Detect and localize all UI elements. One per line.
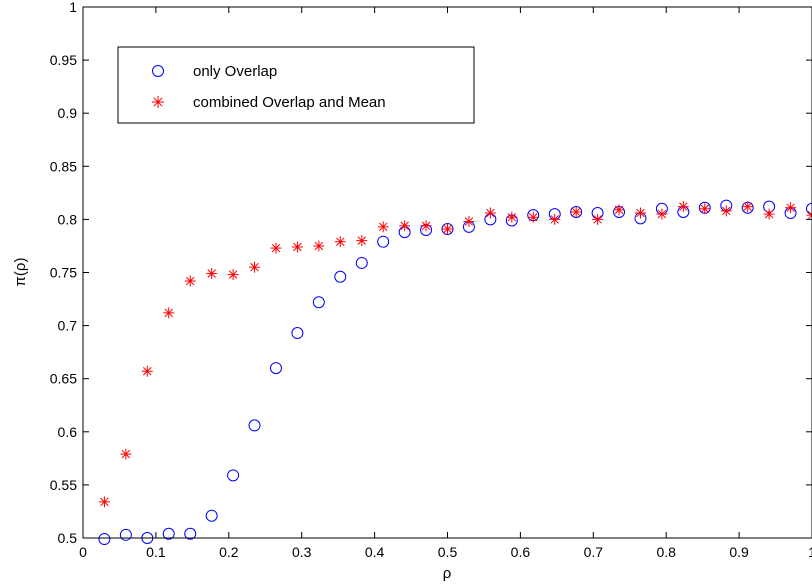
- data-point-asterisk: [677, 201, 689, 213]
- data-point-asterisk: [656, 208, 668, 220]
- series-0: [98, 199, 812, 546]
- data-point-asterisk: [785, 202, 797, 214]
- data-point-asterisk: [634, 207, 646, 219]
- data-point-asterisk: [613, 204, 625, 216]
- plot-area-frame: [82, 6, 812, 539]
- data-point-asterisk: [699, 203, 711, 215]
- data-point-circle: [119, 528, 132, 541]
- data-point-asterisk: [334, 236, 346, 248]
- data-point-circle: [98, 533, 111, 546]
- legend-asterisk-marker: [152, 96, 164, 108]
- data-point-asterisk: [227, 269, 239, 281]
- x-tick-label: 0.3: [292, 544, 312, 560]
- data-point-circle: [377, 235, 390, 248]
- data-point-asterisk: [206, 268, 218, 280]
- data-point-circle: [806, 202, 812, 215]
- x-tick-label: 0: [79, 544, 87, 560]
- y-tick-label: 0.8: [58, 211, 78, 227]
- data-point-circle: [269, 362, 282, 375]
- data-point-asterisk: [592, 213, 604, 225]
- data-point-asterisk: [484, 207, 496, 219]
- data-point-asterisk: [399, 220, 411, 232]
- y-tick-label: 1: [69, 0, 77, 15]
- data-point-circle: [162, 527, 175, 540]
- data-point-asterisk: [442, 223, 453, 235]
- data-point-asterisk: [270, 242, 282, 254]
- data-point-asterisk: [506, 211, 518, 223]
- x-tick-label: 0.7: [584, 544, 604, 560]
- legend-box: [117, 46, 475, 124]
- data-point-asterisk: [420, 220, 432, 232]
- x-tick-label: 0.6: [511, 544, 531, 560]
- series-1: [98, 201, 812, 508]
- y-tick-label: 0.55: [50, 477, 77, 493]
- x-tick-label: 0.4: [365, 544, 385, 560]
- x-tick-label: 0.2: [219, 544, 239, 560]
- data-point-asterisk: [806, 209, 812, 221]
- data-point-asterisk: [763, 208, 775, 220]
- data-point-circle: [312, 296, 325, 309]
- data-point-asterisk: [549, 213, 561, 225]
- data-point-asterisk: [720, 205, 732, 217]
- x-tick-label: 0.5: [438, 544, 458, 560]
- data-point-asterisk: [377, 221, 389, 233]
- x-tick-label: 0.1: [146, 544, 166, 560]
- y-tick-label: 0.6: [58, 424, 78, 440]
- y-tick-label: 0.9: [58, 105, 78, 121]
- data-point-asterisk: [527, 211, 539, 223]
- y-tick-label: 0.7: [58, 318, 78, 334]
- data-point-asterisk: [98, 496, 110, 508]
- data-point-circle: [227, 469, 240, 482]
- data-point-asterisk: [356, 235, 368, 247]
- data-point-asterisk: [463, 216, 475, 228]
- data-series-layer: [98, 199, 812, 546]
- data-point-asterisk: [570, 206, 582, 218]
- data-point-asterisk: [163, 307, 175, 319]
- legend-circle-marker: [152, 65, 164, 77]
- data-point-asterisk: [184, 275, 196, 287]
- data-point-circle: [248, 419, 261, 432]
- data-point-circle: [205, 509, 218, 522]
- legend-label-only-overlap: only Overlap: [193, 63, 277, 80]
- data-point-circle: [291, 327, 304, 340]
- data-point-circle: [355, 256, 368, 269]
- data-point-asterisk: [313, 240, 325, 252]
- data-point-circle: [184, 527, 197, 540]
- legend-label-combined: combined Overlap and Mean: [193, 94, 386, 111]
- data-point-asterisk: [291, 241, 303, 253]
- x-tick-label: 0.8: [656, 544, 676, 560]
- legend: only Overlap combined Overlap and Mean: [117, 46, 475, 124]
- y-axis-ticks: 0.5 0.55 0.6 0.65 0.7 0.75 0.8 0.85 0.9 0.95 1: [50, 0, 812, 546]
- y-tick-label: 0.95: [50, 52, 77, 68]
- x-axis-label: ρ: [443, 565, 452, 582]
- x-tick-label: 0.9: [729, 544, 749, 560]
- y-tick-label: 0.5: [58, 530, 78, 546]
- data-point-asterisk: [141, 365, 153, 377]
- y-tick-label: 0.85: [50, 158, 77, 174]
- data-point-asterisk: [249, 261, 261, 273]
- x-axis-ticks: 0 0.1 0.2 0.3 0.4 0.5 0.6 0.7 0.8 0.9 1: [79, 7, 812, 560]
- y-axis-label: π(ρ): [12, 258, 29, 287]
- data-point-circle: [334, 270, 347, 283]
- y-tick-label: 0.65: [50, 371, 77, 387]
- data-point-asterisk: [742, 201, 754, 213]
- data-point-asterisk: [120, 448, 132, 460]
- x-tick-label: 1: [808, 544, 812, 560]
- y-tick-label: 0.75: [50, 265, 77, 281]
